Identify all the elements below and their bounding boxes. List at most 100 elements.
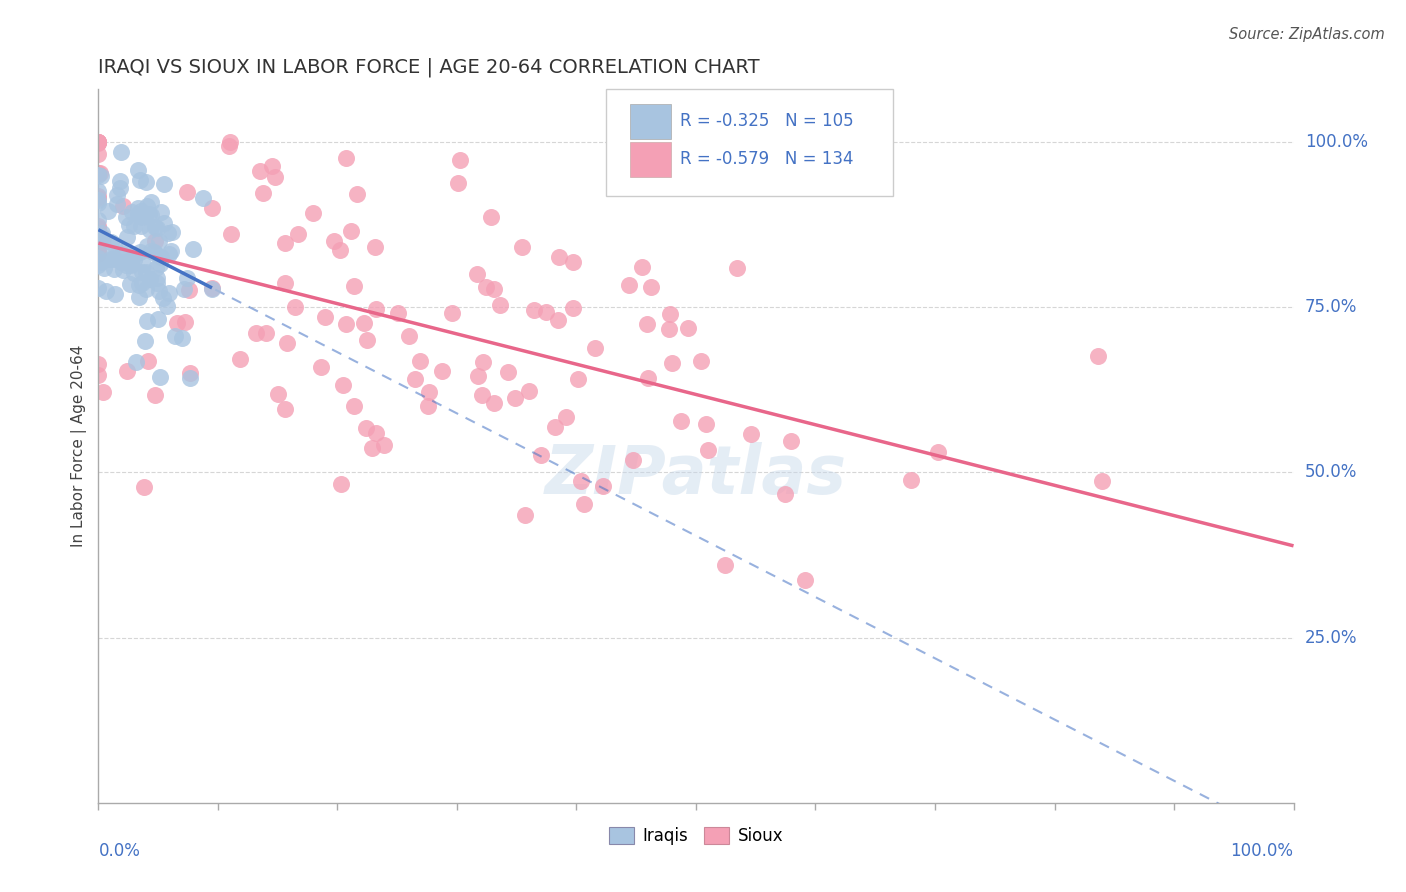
Point xyxy=(131,276,153,290)
Point xyxy=(449,153,471,167)
Point xyxy=(87,168,110,182)
Point xyxy=(160,225,183,239)
Point xyxy=(87,219,110,233)
Point xyxy=(404,372,426,386)
Point xyxy=(725,261,748,276)
Point xyxy=(87,358,110,372)
Point xyxy=(111,246,134,260)
Point xyxy=(794,573,817,587)
Point xyxy=(430,363,453,377)
Point xyxy=(104,287,127,301)
Point xyxy=(138,354,160,368)
Point xyxy=(134,334,156,349)
Point xyxy=(118,277,141,291)
Text: 25.0%: 25.0% xyxy=(1305,629,1357,647)
Point xyxy=(547,251,569,265)
Point xyxy=(177,283,200,297)
Point xyxy=(179,367,201,381)
Point xyxy=(122,253,145,268)
Point xyxy=(323,234,346,248)
Point xyxy=(346,187,368,202)
Point xyxy=(138,271,160,285)
Point xyxy=(229,351,252,366)
Point xyxy=(94,284,117,298)
Point xyxy=(141,208,163,222)
Y-axis label: In Labor Force | Age 20-64: In Labor Force | Age 20-64 xyxy=(72,345,87,547)
Point xyxy=(274,276,297,290)
Point xyxy=(174,315,197,329)
Point xyxy=(332,377,354,392)
Point xyxy=(152,291,174,305)
Point xyxy=(547,313,569,327)
Point xyxy=(201,282,224,296)
Point xyxy=(446,176,468,190)
Point xyxy=(569,474,592,488)
Point xyxy=(562,254,585,268)
Point xyxy=(87,135,110,149)
Point xyxy=(156,299,179,313)
Point xyxy=(356,421,378,435)
Point xyxy=(658,322,681,336)
Text: R = -0.579   N = 134: R = -0.579 N = 134 xyxy=(681,150,853,168)
Point xyxy=(87,191,110,205)
Point xyxy=(127,163,149,178)
Point xyxy=(191,191,214,205)
Point xyxy=(129,245,152,260)
Point xyxy=(91,384,114,399)
Text: ZIPatlas: ZIPatlas xyxy=(546,442,846,508)
Point xyxy=(131,257,153,271)
Point xyxy=(617,277,640,292)
Point xyxy=(637,371,659,385)
Point xyxy=(87,189,110,203)
Point xyxy=(780,434,803,449)
Point xyxy=(91,248,114,262)
Point xyxy=(115,229,138,244)
Point xyxy=(418,385,440,400)
Point xyxy=(364,302,387,317)
Point xyxy=(273,401,295,416)
Point xyxy=(773,486,796,500)
Point xyxy=(534,304,557,318)
Point xyxy=(636,317,658,331)
Point xyxy=(156,226,179,240)
Text: 75.0%: 75.0% xyxy=(1305,298,1357,317)
Point xyxy=(335,151,357,165)
Point xyxy=(87,136,110,151)
Point xyxy=(472,355,495,369)
Point xyxy=(87,281,110,295)
Point xyxy=(135,176,157,190)
Point xyxy=(479,210,502,224)
Point xyxy=(630,260,652,274)
Point xyxy=(364,425,387,440)
Point xyxy=(309,359,332,374)
Point xyxy=(136,199,159,213)
Point xyxy=(513,508,536,522)
Point xyxy=(87,368,110,383)
Point xyxy=(398,328,420,343)
Point xyxy=(93,260,115,275)
Point xyxy=(139,223,162,237)
Point xyxy=(141,244,163,258)
Point xyxy=(927,444,949,458)
Point xyxy=(149,257,172,271)
Point xyxy=(696,442,718,457)
Text: 100.0%: 100.0% xyxy=(1230,842,1294,860)
Point xyxy=(418,399,440,413)
Point xyxy=(135,239,157,253)
Point xyxy=(129,204,152,219)
Point xyxy=(689,354,711,368)
Point xyxy=(146,221,169,235)
Point xyxy=(89,166,111,180)
Point xyxy=(108,174,131,188)
Point xyxy=(373,438,395,452)
Point xyxy=(148,234,170,248)
Point xyxy=(120,258,142,272)
Point xyxy=(115,210,138,224)
Point xyxy=(128,277,150,292)
Point xyxy=(572,497,595,511)
Point xyxy=(153,216,176,230)
Point xyxy=(592,479,614,493)
Point xyxy=(87,193,110,207)
Point xyxy=(105,197,128,211)
Point xyxy=(110,145,132,160)
